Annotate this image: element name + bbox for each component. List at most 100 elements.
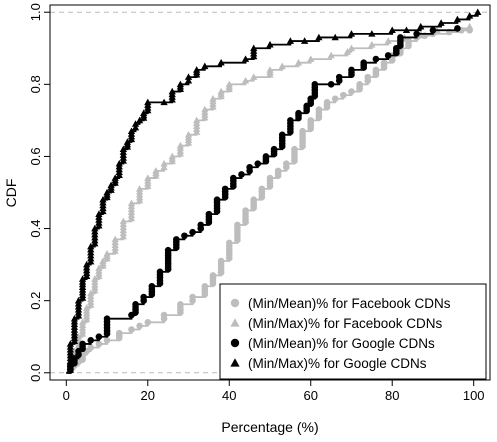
series-2-point-87	[287, 117, 294, 124]
series-0-point-85	[307, 117, 315, 124]
series-3-point-109	[201, 62, 209, 70]
y-tick-label-3: 0.6	[28, 147, 43, 165]
legend-marker-2	[230, 338, 240, 348]
series-2-point-77	[270, 145, 278, 153]
series-0-point-12	[115, 329, 123, 337]
legend-box	[219, 283, 487, 380]
series-3-point-117	[286, 37, 295, 44]
series-1-point-36	[95, 264, 103, 272]
series-1-point-115	[368, 40, 376, 48]
series-2-point-90	[295, 109, 302, 117]
series-2-point-12	[95, 333, 103, 341]
series-0-point-27	[201, 282, 209, 290]
series-2-point-120	[413, 30, 420, 38]
series-1-point-93	[201, 105, 209, 113]
series-1-point-105	[250, 73, 258, 80]
series-2-point-112	[384, 52, 392, 59]
series-0-point-42	[225, 239, 233, 247]
series-0-point-70	[282, 160, 290, 167]
series-1-point-116	[384, 37, 392, 44]
series-3-point-116	[266, 40, 274, 48]
series-2-point-68	[238, 171, 245, 178]
series-3-point-85	[127, 127, 136, 135]
series-1-point-47	[111, 235, 119, 243]
series-2-point-82	[278, 131, 286, 139]
series-3-point-111	[241, 55, 250, 62]
series-3-point-124	[417, 22, 425, 30]
y-tick-label-0: 0.0	[28, 364, 43, 382]
series-1-point-68	[144, 174, 152, 181]
legend-label-2: (Min/Mean)% for Google CDNs	[248, 336, 435, 351]
series-1-point-111	[307, 55, 315, 62]
series-layer	[66, 8, 482, 374]
y-axis: 0.0 0.2 0.4 0.6 0.8 1.0	[28, 3, 50, 382]
series-1-point-84	[184, 131, 193, 138]
series-0-point-13	[128, 326, 135, 333]
series-0-point-8	[95, 340, 103, 348]
series-2-point-71	[254, 160, 262, 167]
series-2-point-111	[372, 55, 380, 63]
series-1-point-89	[193, 116, 201, 124]
series-0-point-36	[217, 257, 225, 265]
series-3-point-43	[87, 242, 95, 250]
series-3-point-37	[83, 260, 91, 268]
series-2-point-102	[327, 81, 335, 88]
series-2-point-48	[189, 228, 196, 236]
series-0-point-17	[160, 311, 168, 319]
series-1-point-80	[176, 141, 185, 149]
series-1-point-39	[99, 257, 107, 264]
series-3-point-32	[78, 275, 87, 282]
series-1-point-32	[91, 275, 99, 282]
series-3-point-118	[315, 33, 323, 41]
series-3-point-104	[184, 76, 193, 84]
series-0-point-15	[144, 319, 152, 326]
x-axis: 0 20 40 60 80 100	[63, 380, 485, 403]
series-2-point-47	[181, 232, 188, 240]
series-3-point-110	[217, 58, 225, 66]
series-1-point-108	[266, 66, 274, 73]
series-1-point-59	[127, 199, 136, 207]
series-2-point-59	[213, 196, 221, 204]
series-0-point-57	[250, 196, 258, 204]
series-2-point-11	[87, 337, 95, 344]
x-tick-label-1: 20	[141, 388, 155, 403]
series-3-point-126	[437, 19, 445, 26]
series-1-point-112	[327, 51, 335, 59]
series-2-point-122	[454, 25, 461, 32]
series-3-point-120	[347, 30, 356, 37]
series-1-point-100	[217, 87, 225, 95]
series-2-point-67	[230, 174, 237, 182]
series-0-point-7	[87, 344, 95, 351]
series-3-point-88	[135, 116, 144, 124]
series-3-point-62	[103, 188, 111, 196]
series-1-point-109	[278, 62, 286, 70]
series-1-point-72	[160, 163, 168, 171]
series-1-point-17	[78, 318, 87, 326]
series-2-point-29	[148, 282, 156, 290]
series-3-point-127	[453, 15, 462, 23]
series-2-point-18	[103, 315, 111, 323]
series-3-point-119	[300, 37, 309, 44]
series-3-point-65	[107, 181, 115, 189]
series-3-point-91	[140, 109, 148, 116]
series-2-point-70	[246, 163, 253, 171]
series-2-point-54	[205, 210, 213, 218]
series-0-point-14	[136, 322, 143, 330]
legend-label-3: (Min/Max)% for Google CDNs	[248, 356, 427, 371]
plot-frame	[49, 4, 491, 381]
legend-label-1: (Min/Max)% for Facebook CDNs	[248, 316, 443, 331]
x-axis-title: Percentage (%)	[221, 419, 318, 435]
series-1-point-73	[160, 159, 168, 167]
series-1-point-121	[465, 22, 474, 30]
series-0-point-93	[331, 95, 339, 103]
series-2-point-63	[221, 185, 229, 193]
series-2-point-46	[172, 236, 180, 243]
series-0-point-31	[209, 272, 217, 279]
series-3-point-125	[402, 26, 411, 34]
y-tick-label-5: 1.0	[28, 3, 43, 21]
y-axis-title: CDF	[3, 179, 19, 208]
y-tick-label-2: 0.4	[28, 220, 43, 238]
series-3-point-24	[74, 296, 83, 304]
series-2-point-107	[348, 66, 355, 74]
